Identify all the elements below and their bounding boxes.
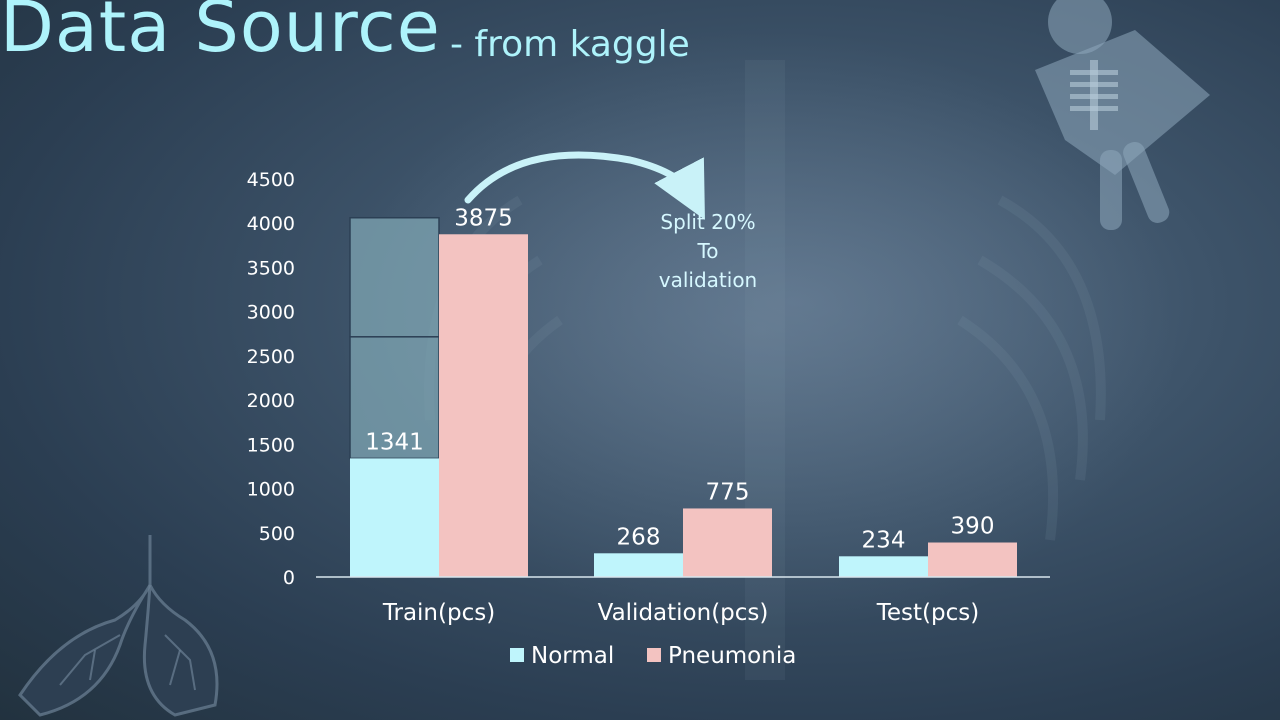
y-tick-label: 0 bbox=[283, 567, 295, 589]
bar-normal bbox=[350, 458, 439, 577]
split-annotation-line: validation bbox=[658, 268, 758, 292]
x-tick-label: Test(pcs) bbox=[876, 600, 979, 626]
y-tick-label: 500 bbox=[259, 523, 295, 545]
y-tick-label: 3500 bbox=[247, 257, 295, 279]
x-tick-label: Train(pcs) bbox=[382, 600, 495, 626]
y-tick-label: 2500 bbox=[247, 346, 295, 368]
y-tick-label: 4000 bbox=[247, 213, 295, 235]
split-annotation-line: Split 20% bbox=[660, 210, 756, 234]
legend: Normal Pneumonia bbox=[510, 643, 796, 669]
bars bbox=[350, 234, 1017, 577]
x-axis-labels: Train(pcs) Validation(pcs) Test(pcs) bbox=[382, 600, 979, 626]
data-labels: 1341 3875 268 775 234 390 bbox=[365, 205, 994, 553]
split-annotation: Split 20% To validation bbox=[628, 208, 788, 295]
slide-subtitle: - from kaggle bbox=[450, 24, 690, 65]
y-tick-label: 2000 bbox=[247, 390, 295, 412]
bar-normal bbox=[839, 556, 928, 577]
split-overlay-segment bbox=[349, 216, 440, 338]
data-label: 234 bbox=[862, 527, 906, 553]
split-overlay bbox=[349, 216, 440, 460]
legend-label: Pneumonia bbox=[668, 643, 796, 669]
data-label: 390 bbox=[951, 514, 995, 540]
data-label: 268 bbox=[617, 524, 661, 550]
x-tick-label: Validation(pcs) bbox=[598, 600, 769, 626]
slide-title: Data Source bbox=[0, 0, 441, 68]
bar-pneumonia bbox=[928, 542, 1017, 577]
data-label: 3875 bbox=[454, 205, 513, 231]
data-label: 1341 bbox=[365, 429, 424, 455]
y-tick-label: 1500 bbox=[247, 434, 295, 456]
bar-pneumonia bbox=[439, 234, 528, 577]
data-label: 775 bbox=[706, 479, 750, 505]
y-tick-label: 4500 bbox=[247, 169, 295, 191]
lungs-icon bbox=[18, 535, 219, 717]
legend-label: Normal bbox=[531, 643, 614, 669]
curved-arrow-icon bbox=[464, 151, 705, 220]
skeleton-xray-icon bbox=[1035, 0, 1210, 230]
legend-swatch bbox=[647, 648, 661, 662]
split-overlay-segment bbox=[349, 336, 440, 460]
legend-swatch bbox=[510, 648, 524, 662]
bar-pneumonia bbox=[683, 508, 772, 577]
y-tick-label: 1000 bbox=[247, 479, 295, 501]
y-tick-label: 3000 bbox=[247, 302, 295, 324]
bar-normal bbox=[594, 553, 683, 577]
split-annotation-line: To bbox=[697, 239, 719, 263]
y-axis-ticks: 0 500 1000 1500 2000 2500 3000 3500 4000 4500 bbox=[247, 169, 295, 589]
